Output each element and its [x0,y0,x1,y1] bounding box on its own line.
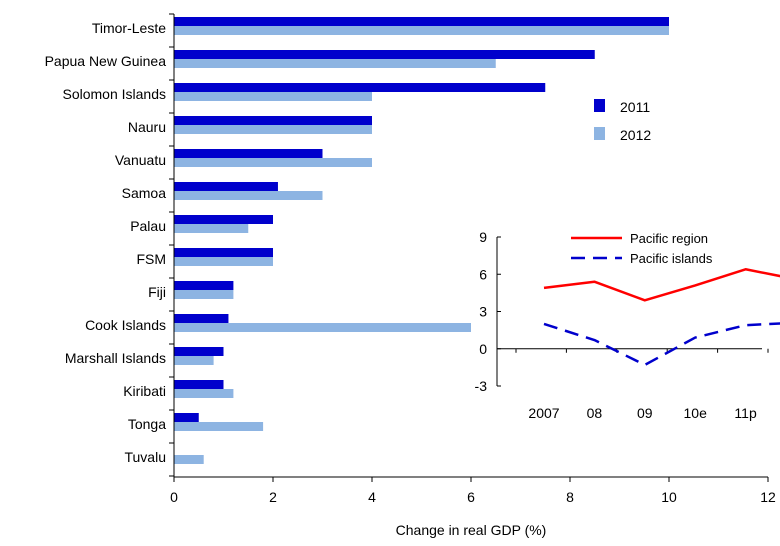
bar-2012-nauru [174,125,372,134]
inset-series-line-pacific-islands [543,322,780,367]
inset-y-tick-label: 3 [479,304,487,320]
bar-2011-marshall-islands [174,347,224,356]
inset-x-tick-label: 09 [637,405,653,421]
bar-2012-fiji [174,290,234,299]
inset-x-tick-label: 11p [734,405,757,421]
bar-2012-cook-islands [174,323,471,332]
legend-label-2011: 2011 [620,99,650,115]
bar-2011-timor-leste [174,17,669,26]
bar-2011-palau [174,215,273,224]
category-label: Nauru [128,119,166,135]
category-label: Palau [130,218,166,234]
bar-2012-palau [174,224,249,233]
bar-2011-vanuatu [174,149,323,158]
bar-2012-solomon-islands [174,92,372,101]
inset-line-chart: -303692007080910e11p12pPacific regionPac… [475,229,780,421]
x-tick-label: 2 [269,489,277,505]
x-tick-label: 6 [467,489,475,505]
bar-2012-kiribati [174,389,234,398]
category-label: Solomon Islands [62,86,166,102]
bar-2011-samoa [174,182,278,191]
bar-2011-tonga [174,413,199,422]
x-tick-label: 0 [170,489,178,505]
legend-swatch-2012 [594,127,605,140]
inset-legend-label: Pacific region [630,231,708,246]
bar-2012-fsm [174,257,273,266]
x-tick-label: 12 [760,489,776,505]
x-tick-label: 4 [368,489,376,505]
bar-2012-samoa [174,191,323,200]
bar-2012-timor-leste [174,26,669,35]
inset-y-tick-label: 0 [479,341,487,357]
inset-y-tick-label: 6 [479,266,487,282]
bar-2011-kiribati [174,380,224,389]
bar-2012-papua-new-guinea [174,59,496,68]
inset-series-line-pacific-region [543,268,780,302]
bar-2011-nauru [174,116,372,125]
category-label: Tonga [128,416,166,432]
category-label: FSM [136,251,166,267]
bar-2011-papua-new-guinea [174,50,595,59]
bar-2011-fsm [174,248,273,257]
inset-x-tick-label: 10e [684,405,708,421]
bar-2011-cook-islands [174,314,229,323]
category-label: Tuvalu [124,449,166,465]
category-label: Marshall Islands [65,350,166,366]
bar-2012-marshall-islands [174,356,214,365]
inset-legend-label: Pacific islands [630,251,713,266]
x-tick-label: 10 [661,489,677,505]
legend-swatch-2011 [594,99,605,112]
inset-x-tick-label: 2007 [528,405,559,421]
legend-label-2012: 2012 [620,127,651,143]
inset-y-tick-label: -3 [475,378,488,394]
bar-2011-fiji [174,281,234,290]
category-label: Fiji [148,284,166,300]
x-tick-label: 8 [566,489,574,505]
bar-2012-vanuatu [174,158,372,167]
bar-2012-tuvalu [174,455,204,464]
category-label: Samoa [122,185,167,201]
inset-x-tick-label: 08 [587,405,603,421]
inset-y-tick-label: 9 [479,229,487,245]
category-label: Timor-Leste [92,20,166,36]
bar-2011-solomon-islands [174,83,546,92]
category-label: Papua New Guinea [45,53,167,69]
category-label: Vanuatu [115,152,166,168]
bar-2012-tonga [174,422,264,431]
category-label: Kiribati [123,383,166,399]
category-label: Cook Islands [85,317,166,333]
main-bar-chart: Timor-Leste Papua New Guinea Solomon Islan… [45,13,776,538]
x-axis-label: Change in real GDP (%) [396,522,547,538]
